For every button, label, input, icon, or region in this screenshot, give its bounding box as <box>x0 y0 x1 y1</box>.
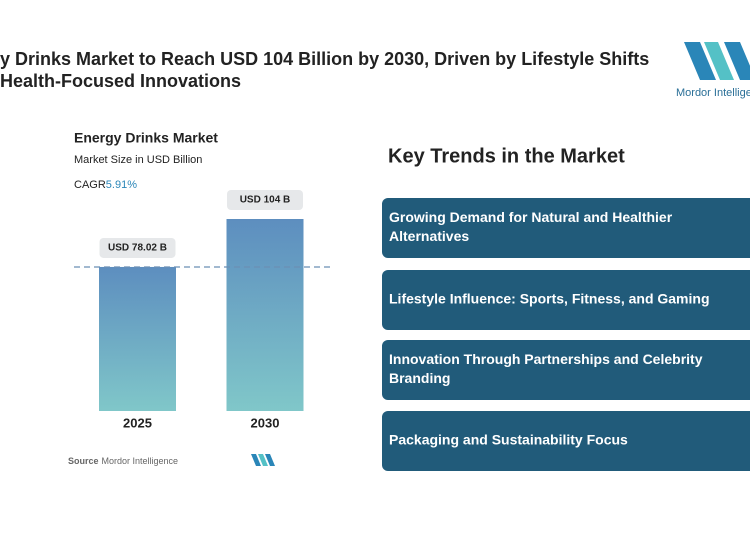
chart-area: 2025 USD 78.02 B 2030 USD 104 B <box>74 190 330 430</box>
logo-shape <box>684 42 716 80</box>
value-label: USD 78.02 B <box>108 243 167 254</box>
trend-box <box>382 340 750 400</box>
logo: Mordor Intelligence <box>676 42 750 99</box>
source-label: Source <box>68 456 99 466</box>
logo-shape <box>704 42 734 80</box>
x-tick-label: 2025 <box>123 415 152 430</box>
trend-text: Lifestyle Influence: Sports, Fitness, an… <box>389 291 710 307</box>
trend-box <box>382 198 750 258</box>
trend-box <box>382 411 750 471</box>
cagr-label: CAGR <box>74 179 106 191</box>
chart-subtitle: Market Size in USD Billion <box>74 154 202 166</box>
x-tick-label: 2030 <box>251 415 280 430</box>
trend-text: Packaging and Sustainability Focus <box>389 432 628 448</box>
page-title: y Drinks Market to Reach USD 104 Billion… <box>0 49 649 69</box>
logo-shape <box>724 42 750 80</box>
bar <box>99 266 176 411</box>
trend-box <box>382 270 750 330</box>
trends-title: Key Trends in the Market <box>388 145 625 167</box>
logo-shape <box>265 454 275 466</box>
cagr: CAGR5.91% <box>74 179 137 191</box>
trend-text: Branding <box>389 370 450 386</box>
cagr-value: 5.91% <box>106 179 137 191</box>
trend-text: Alternatives <box>389 228 469 244</box>
bar <box>226 219 304 411</box>
logo-shape <box>258 454 268 466</box>
chart-title: Energy Drinks Market <box>74 130 218 146</box>
trend-text: Innovation Through Partnerships and Cele… <box>389 351 703 367</box>
value-label-box <box>227 190 303 210</box>
source: Source Mordor Intelligence <box>68 456 178 466</box>
value-label-box <box>99 237 176 258</box>
page-title: Health-Focused Innovations <box>0 71 241 91</box>
logo-shape <box>251 454 261 466</box>
source-name: Mordor Intelligence <box>102 456 179 466</box>
source-logo <box>251 454 275 466</box>
logo-text: Mordor Intelligence <box>676 87 750 99</box>
value-label: USD 104 B <box>240 195 291 206</box>
trends-list: Growing Demand for Natural and Healthier… <box>382 198 750 471</box>
trend-text: Growing Demand for Natural and Healthier <box>389 209 673 225</box>
